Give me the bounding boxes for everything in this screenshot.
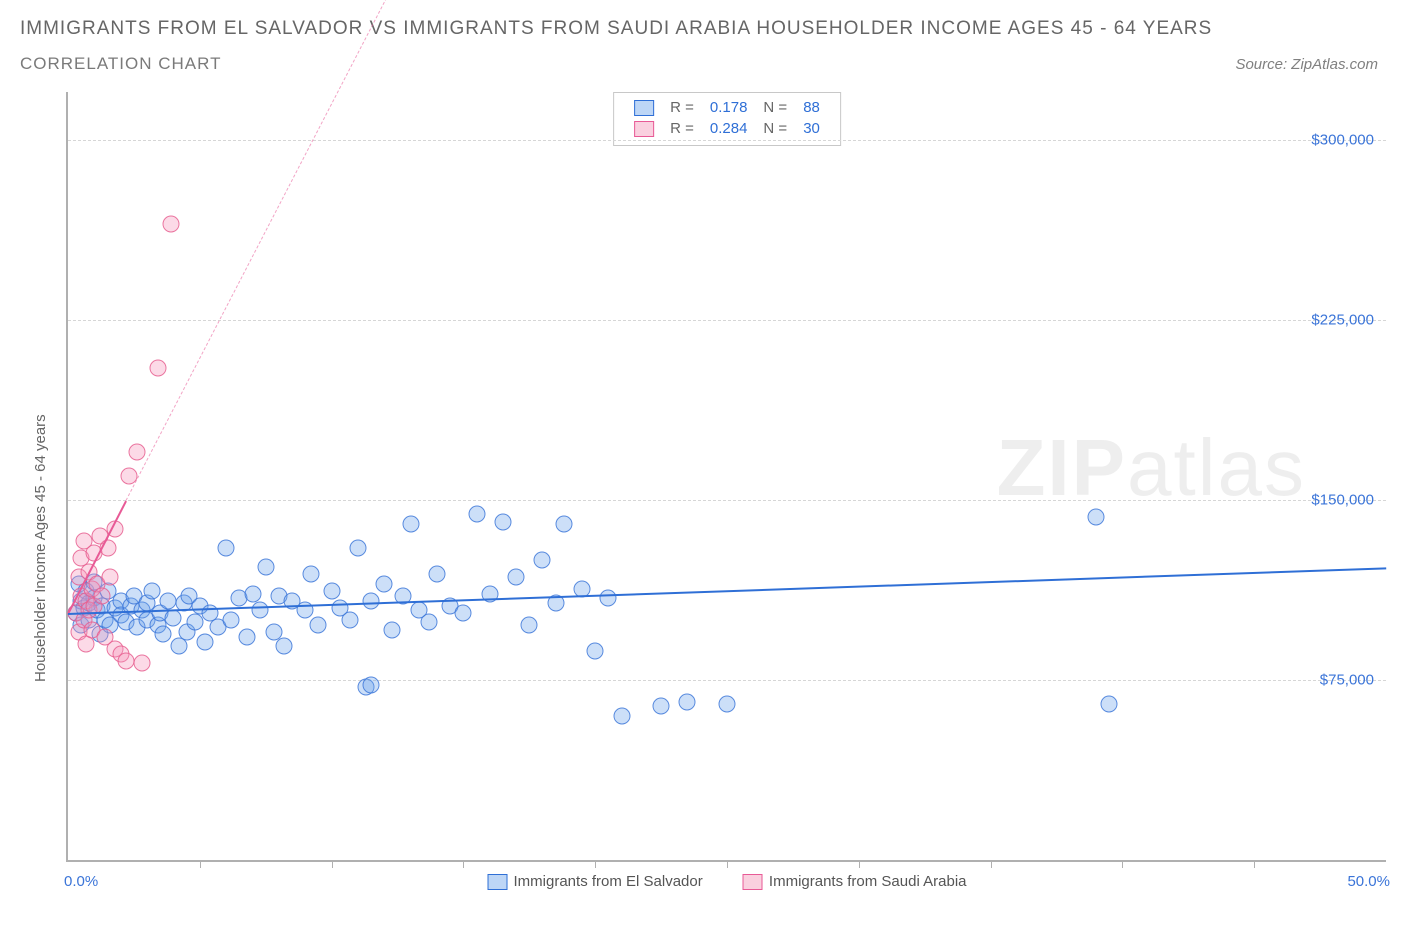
data-point <box>679 693 696 710</box>
swatch-blue <box>488 874 508 890</box>
y-tick-label: $225,000 <box>1311 312 1374 329</box>
r-label: R = <box>662 97 702 118</box>
chart-title: IMMIGRANTS FROM EL SALVADOR VS IMMIGRANT… <box>20 18 1406 40</box>
n-label: N = <box>755 97 795 118</box>
data-point <box>223 612 240 629</box>
data-point <box>342 612 359 629</box>
data-point <box>165 609 182 626</box>
gridline <box>68 500 1386 501</box>
data-point <box>600 590 617 607</box>
x-tick <box>859 860 860 868</box>
data-point <box>186 614 203 631</box>
chart-container: Householder Income Ages 45 - 64 years ZI… <box>20 92 1386 882</box>
data-point <box>521 616 538 633</box>
r-label: R = <box>662 118 702 139</box>
y-axis-label: Householder Income Ages 45 - 64 years <box>32 414 49 682</box>
data-point <box>252 602 269 619</box>
data-point <box>587 643 604 660</box>
data-point <box>244 585 261 602</box>
stats-legend: R = 0.178 N = 88 R = 0.284 N = 30 <box>613 92 841 146</box>
data-point <box>144 583 161 600</box>
data-point <box>239 628 256 645</box>
x-tick <box>595 860 596 868</box>
data-point <box>376 576 393 593</box>
data-point <box>94 588 111 605</box>
data-point <box>429 566 446 583</box>
chart-subtitle: CORRELATION CHART <box>20 54 1406 74</box>
data-point <box>384 621 401 638</box>
legend-item-pink: Immigrants from Saudi Arabia <box>743 873 967 890</box>
gridline <box>68 680 1386 681</box>
y-tick-label: $75,000 <box>1320 672 1374 689</box>
data-point <box>102 568 119 585</box>
data-point <box>128 444 145 461</box>
data-point <box>363 676 380 693</box>
gridline <box>68 320 1386 321</box>
data-point <box>719 696 736 713</box>
data-point <box>468 506 485 523</box>
data-point <box>154 626 171 643</box>
data-point <box>349 540 366 557</box>
data-point <box>1101 696 1118 713</box>
swatch-pink <box>634 121 654 137</box>
data-point <box>653 698 670 715</box>
data-point <box>218 540 235 557</box>
legend-item-blue: Immigrants from El Salvador <box>488 873 707 890</box>
r-value-blue: 0.178 <box>702 97 756 118</box>
data-point <box>120 468 137 485</box>
watermark-bold: ZIP <box>997 423 1127 512</box>
y-tick-label: $300,000 <box>1311 132 1374 149</box>
scatter-plot: ZIPatlas R = 0.178 N = 88 R = 0.284 N = … <box>66 92 1386 862</box>
swatch-blue <box>634 100 654 116</box>
n-value-blue: 88 <box>795 97 828 118</box>
y-tick-label: $150,000 <box>1311 492 1374 509</box>
data-point <box>302 566 319 583</box>
data-point <box>257 559 274 576</box>
x-tick <box>1122 860 1123 868</box>
data-point <box>149 360 166 377</box>
data-point <box>1088 508 1105 525</box>
trendline-pink-dashed <box>126 0 438 501</box>
data-point <box>310 616 327 633</box>
n-value-pink: 30 <box>795 118 828 139</box>
data-point <box>363 592 380 609</box>
data-point <box>133 655 150 672</box>
x-tick <box>332 860 333 868</box>
series-legend: Immigrants from El Salvador Immigrants f… <box>470 873 985 890</box>
stats-row-blue: R = 0.178 N = 88 <box>626 97 828 118</box>
data-point <box>117 652 134 669</box>
data-point <box>455 604 472 621</box>
data-point <box>162 216 179 233</box>
swatch-pink <box>743 874 763 890</box>
r-value-pink: 0.284 <box>702 118 756 139</box>
x-tick <box>991 860 992 868</box>
data-point <box>402 516 419 533</box>
data-point <box>276 638 293 655</box>
data-point <box>613 708 630 725</box>
title-block: IMMIGRANTS FROM EL SALVADOR VS IMMIGRANT… <box>0 0 1406 74</box>
data-point <box>494 513 511 530</box>
data-point <box>508 568 525 585</box>
data-point <box>160 592 177 609</box>
data-point <box>421 614 438 631</box>
x-axis-max-label: 50.0% <box>1347 873 1390 890</box>
gridline <box>68 140 1386 141</box>
legend-label-pink: Immigrants from Saudi Arabia <box>769 873 967 890</box>
x-axis-min-label: 0.0% <box>64 873 98 890</box>
legend-label-blue: Immigrants from El Salvador <box>514 873 703 890</box>
x-tick <box>727 860 728 868</box>
watermark-rest: atlas <box>1127 423 1306 512</box>
x-tick <box>200 860 201 868</box>
x-tick <box>1254 860 1255 868</box>
x-tick <box>463 860 464 868</box>
data-point <box>534 552 551 569</box>
data-point <box>323 583 340 600</box>
data-point <box>197 633 214 650</box>
stats-row-pink: R = 0.284 N = 30 <box>626 118 828 139</box>
source-attribution: Source: ZipAtlas.com <box>1235 56 1378 73</box>
data-point <box>555 516 572 533</box>
n-label: N = <box>755 118 795 139</box>
